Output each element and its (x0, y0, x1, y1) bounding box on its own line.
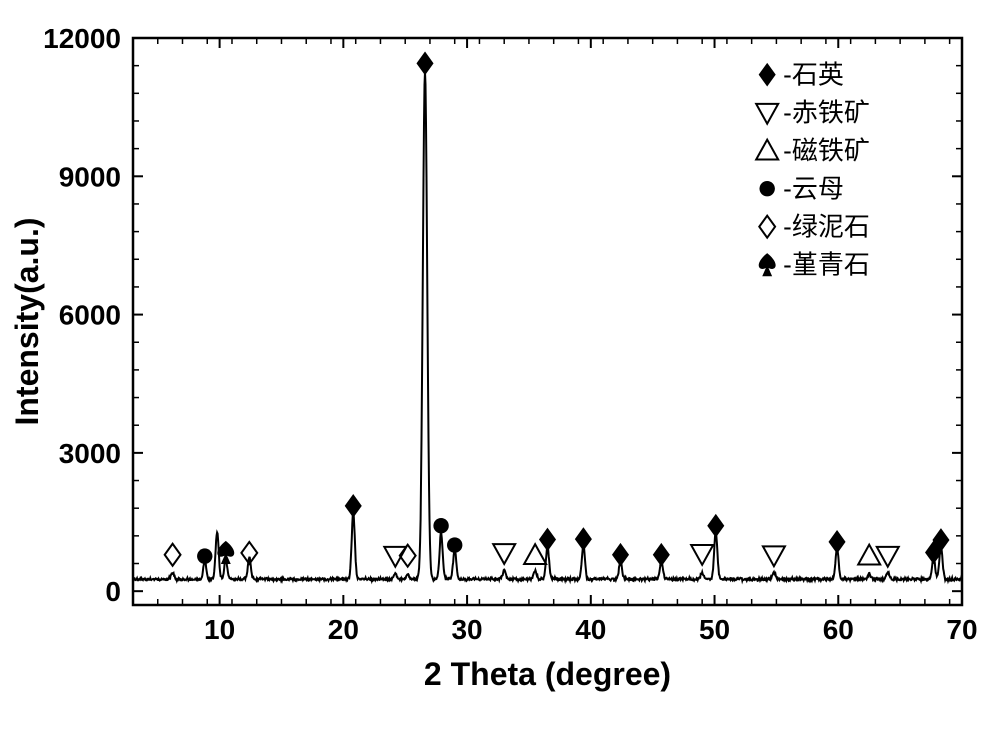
x-axis-label: 2 Theta (degree) (424, 656, 671, 692)
diamond-open-icon (759, 216, 775, 238)
triangle-down-open-icon (691, 545, 713, 565)
circle-filled-icon (433, 518, 448, 533)
xrd-chart: 10 20 30 40 50 60 70 0 3000 6000 9000 12000 2 Theta … (0, 0, 1000, 742)
diamond-filled-icon (759, 64, 775, 86)
y-axis-label: Intensity(a.u.) (9, 217, 45, 425)
diamond-filled-icon (540, 529, 556, 551)
circle-filled-icon (447, 537, 462, 552)
y-tick-label: 12000 (43, 23, 121, 54)
diamond-filled-icon (345, 495, 361, 517)
diamond-filled-icon (829, 531, 845, 553)
y-tick-label: 0 (105, 576, 121, 607)
diamond-filled-icon (417, 52, 433, 74)
x-tick-label: 60 (823, 614, 854, 645)
triangle-down-open-icon (756, 104, 778, 124)
diamond-filled-icon (653, 544, 669, 566)
legend-label: -云母 (783, 174, 844, 204)
triangle-down-open-icon (763, 546, 785, 566)
spade-filled-icon (759, 253, 776, 276)
y-tick-label: 9000 (59, 161, 121, 192)
triangle-down-open-icon (493, 544, 515, 564)
x-tick-label: 30 (451, 614, 482, 645)
diamond-filled-icon (613, 544, 629, 566)
x-tick-label: 10 (204, 614, 235, 645)
x-tick-label: 50 (699, 614, 730, 645)
legend-label: -堇青石 (783, 250, 870, 280)
legend-label: -赤铁矿 (783, 98, 870, 128)
legend-label: -绿泥石 (783, 212, 870, 242)
legend-label: -石英 (783, 60, 844, 90)
circle-filled-icon (197, 548, 212, 563)
diamond-filled-icon (575, 528, 591, 550)
chart-svg: 10 20 30 40 50 60 70 0 3000 6000 9000 12000 2 Theta … (0, 0, 1000, 742)
triangle-up-open-icon (756, 140, 778, 160)
x-tick-label: 70 (946, 614, 977, 645)
x-tick-label: 20 (328, 614, 359, 645)
triangle-up-open-icon (524, 544, 546, 564)
legend-label: -磁铁矿 (783, 136, 870, 166)
x-tick-label: 40 (575, 614, 606, 645)
diamond-filled-icon (708, 515, 724, 537)
y-tick-label: 3000 (59, 438, 121, 469)
circle-filled-icon (759, 181, 774, 196)
y-tick-label: 6000 (59, 300, 121, 331)
diamond-open-icon (165, 544, 181, 566)
